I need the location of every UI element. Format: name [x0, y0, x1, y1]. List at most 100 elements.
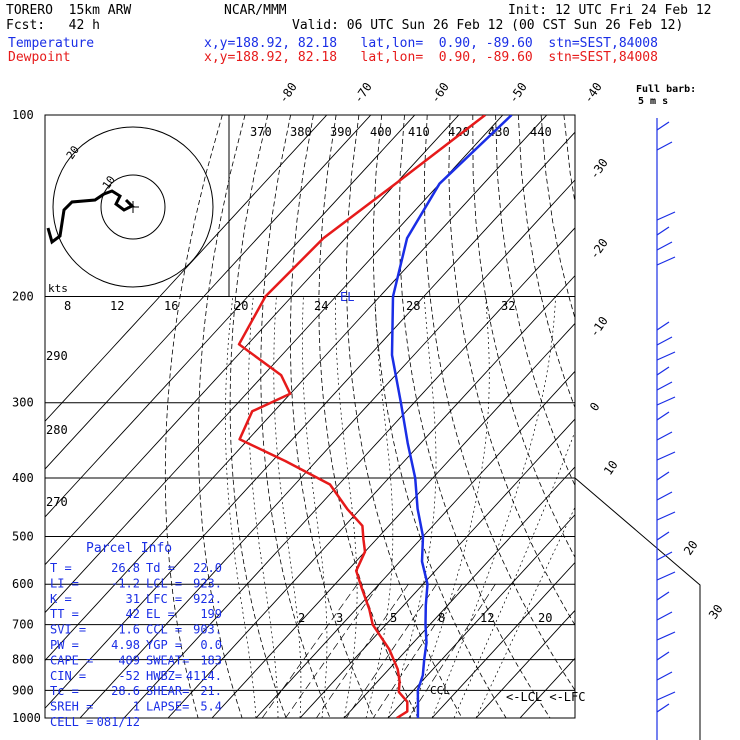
wind-barb	[656, 691, 676, 701]
parcel-field-value: 28.6	[111, 684, 140, 698]
isotherm-label: -60	[428, 80, 452, 106]
isotherm-line	[45, 115, 460, 566]
parcel-field-value: 409	[118, 653, 140, 667]
theta-label: 410	[408, 125, 430, 139]
valid-time: Valid: 06 UTC Sun 26 Feb 12 (00 CST Sun …	[292, 18, 684, 33]
isotherm-label: -30	[587, 156, 611, 182]
wind-barb	[656, 471, 670, 481]
mixing-ratio-line	[346, 584, 437, 718]
dry-adiabat-line	[164, 115, 223, 718]
wind-barb	[656, 381, 673, 391]
dry-adiabat-line	[678, 115, 740, 718]
parcel-field-value: 31	[126, 592, 140, 606]
parcel-field-label: K =	[50, 592, 72, 606]
isotherm-line	[79, 179, 575, 718]
dewpoint-legend: Dewpoint	[8, 50, 71, 65]
isotherm-line	[45, 115, 548, 662]
parcel-field-label: EL =	[146, 607, 175, 621]
wind-barb	[656, 256, 676, 266]
parcel-field-value: 0.0	[200, 638, 222, 652]
hodograph-speed-label: 16	[164, 299, 178, 313]
isotherm-line	[519, 657, 575, 718]
wind-barb	[656, 631, 676, 641]
dry-adiabat-line	[563, 115, 575, 205]
parcel-field-label: LFC =	[146, 592, 182, 606]
hodograph-speed-label: 32	[501, 299, 515, 313]
parcel-info-title: Parcel Info	[86, 541, 172, 556]
parcel-field-value: 21.	[200, 684, 222, 698]
dry-adiabat-line	[587, 115, 740, 718]
wind-barb	[656, 511, 676, 521]
wind-barb	[656, 411, 670, 421]
pressure-tick-label: 200	[12, 290, 34, 304]
dry-adiabat-line	[424, 115, 575, 691]
hodograph-speed-label: 24	[314, 299, 328, 313]
theta-label: 420	[448, 125, 470, 139]
wind-barb	[656, 141, 673, 151]
isotherm-line	[45, 115, 504, 614]
theta-label: 390	[330, 125, 352, 139]
parcel-field-value: 1.6	[118, 623, 140, 637]
isotherm-label: 20	[681, 538, 701, 558]
isotherm-label: 10	[601, 458, 621, 478]
hodograph-ring	[52, 126, 214, 288]
isotherm-label: 30	[706, 602, 726, 622]
isotherms	[45, 115, 575, 718]
isotherm-label: 40	[0, 0, 14, 3]
hodograph-ring-label: 20	[64, 143, 82, 161]
wind-barb	[656, 211, 676, 221]
theta-label: 430	[488, 125, 510, 139]
theta-label: 290	[46, 349, 68, 363]
isotherm-line	[211, 322, 575, 718]
parcel-field-label: Tc =	[50, 684, 79, 698]
wind-barb	[656, 351, 676, 361]
pressure-tick-label: 900	[12, 683, 34, 697]
temperature-legend: Temperature	[8, 36, 95, 51]
mixing-ratio-lines	[261, 583, 496, 718]
theta-label: 280	[46, 423, 68, 437]
theta-label: 400	[370, 125, 392, 139]
parcel-field-label: LAPSE=	[146, 700, 189, 714]
dry-adiabat-line	[229, 115, 287, 718]
isotherm-label: -10	[587, 314, 611, 340]
lcl-lfc-marker-label: <-LCL <-LFC	[506, 690, 585, 704]
mixing-ratio-label: 8	[438, 611, 445, 625]
wind-barb	[656, 226, 670, 236]
isotherm-label: -70	[351, 80, 375, 106]
temperature-location: x,y=188.92, 82.18 lat,lon= 0.90, -89.60 …	[204, 36, 658, 51]
wind-barb	[656, 571, 676, 581]
org-label: NCAR/MMM	[224, 3, 287, 18]
isotherm-line	[45, 115, 416, 518]
isotherm-line	[45, 131, 575, 709]
frame-corner	[574, 477, 701, 740]
parcel-field-value: -52	[118, 669, 140, 683]
wind-barb	[656, 671, 673, 681]
isotherm-line	[45, 115, 328, 422]
isotherm-line	[431, 561, 575, 718]
wind-barb	[656, 396, 676, 406]
pressure-tick-label: 500	[12, 529, 34, 543]
wind-barb	[656, 336, 673, 346]
mixing-ratio-label: 3	[336, 611, 343, 625]
wind-barb	[656, 241, 673, 251]
mixing-ratio-label: 20	[538, 611, 552, 625]
isotherm-line	[299, 418, 575, 718]
hodograph-units-label: kts	[48, 282, 68, 295]
dry-adiabat-line	[495, 115, 575, 487]
mixing-ratio-line	[261, 583, 358, 718]
hodograph-speed-label: 20	[234, 299, 248, 313]
parcel-field-value: 923.	[193, 576, 222, 590]
pressure-tick-label: 800	[12, 653, 34, 667]
wind-barb	[656, 121, 670, 131]
dry-adiabat-line	[318, 115, 419, 718]
isotherm-line	[123, 227, 575, 718]
isotherm-line	[45, 115, 372, 470]
dry-adiabat-line	[289, 115, 375, 718]
isotherm-line	[387, 514, 575, 718]
parcel-field-label: CELL =	[50, 715, 93, 729]
parcel-field-value: 5.4	[200, 700, 222, 714]
moist-adiabat-line	[453, 430, 575, 718]
parcel-field-value: 199	[200, 607, 222, 621]
wind-barb	[656, 551, 673, 561]
moist-adiabat-line	[475, 506, 575, 718]
